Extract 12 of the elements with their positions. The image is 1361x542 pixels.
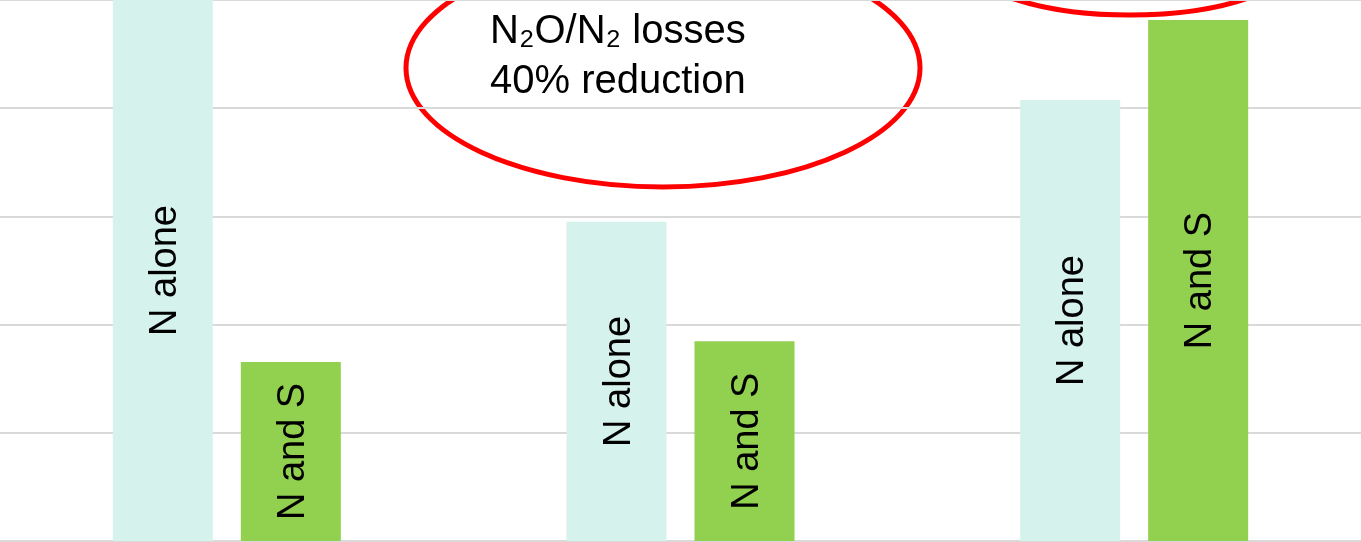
text: N alone [1049,255,1092,387]
series-label: N alone [141,205,184,336]
text: N and S [1177,211,1220,350]
series-label: N and S [269,382,312,521]
text: N alone [595,315,638,447]
bar [112,0,213,541]
bar [1020,100,1121,541]
bar [694,341,795,541]
bar [566,221,667,541]
annotation: N₂O/N₂ losses 40% reduction [489,7,746,101]
text: N and S [723,372,766,510]
bar [240,361,341,541]
